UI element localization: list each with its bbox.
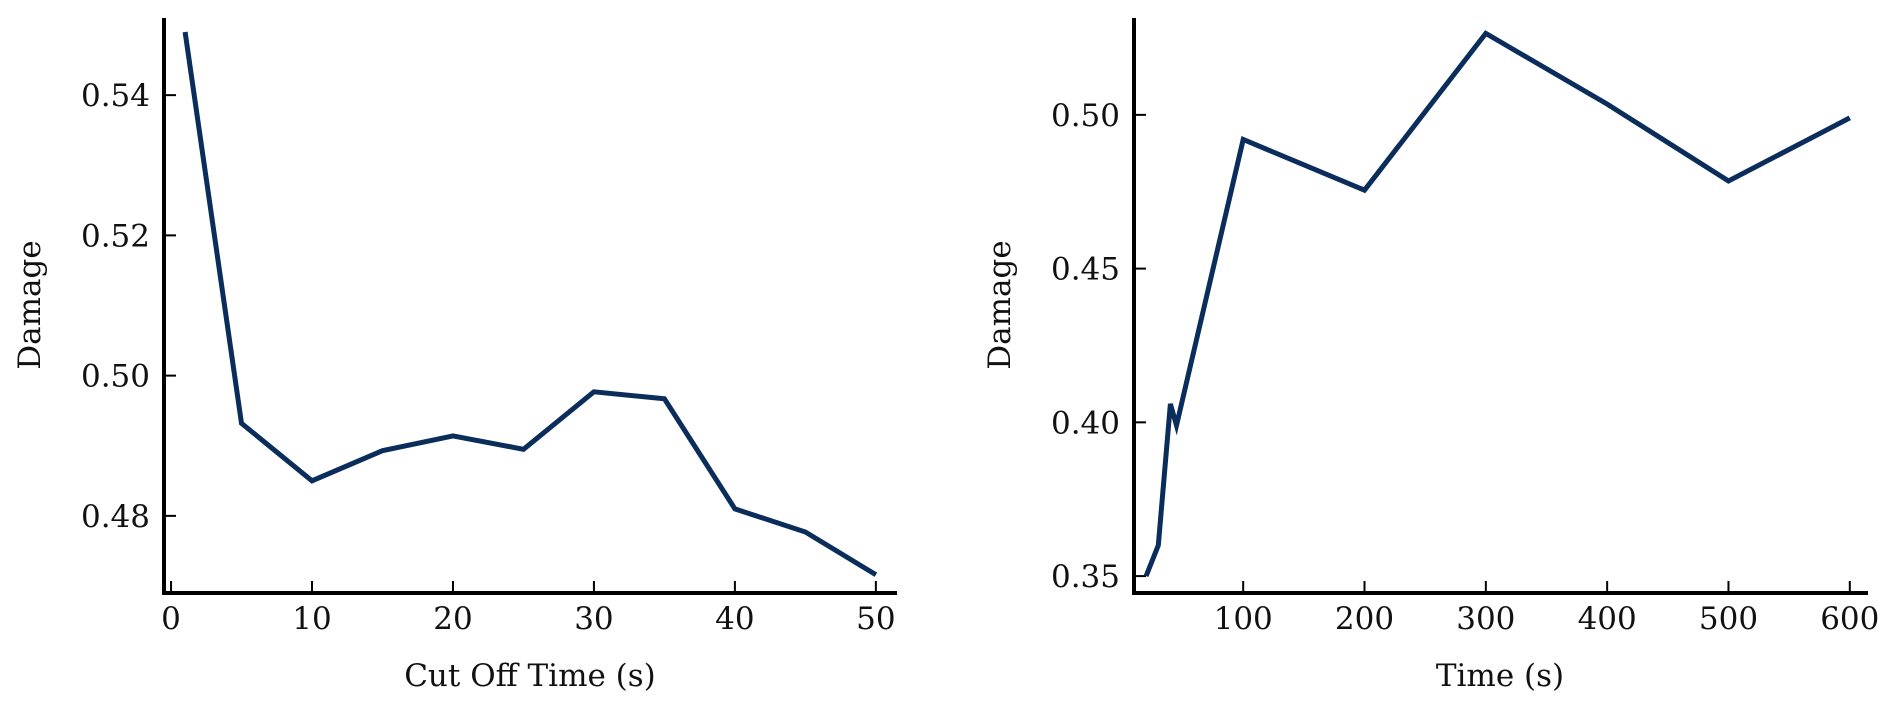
y-tick-label: 0.40: [1051, 405, 1120, 441]
x-tick-labels: 0 10 20 30 40 50: [161, 601, 895, 637]
x-tick-label: 50: [856, 601, 895, 637]
x-tick-label: 500: [1699, 601, 1758, 637]
y-axis-title: Damage: [982, 240, 1018, 369]
x-tick-label: 200: [1335, 601, 1394, 637]
x-tick-label: 40: [715, 601, 754, 637]
x-tick-label: 30: [574, 601, 613, 637]
x-tick-label: 300: [1456, 601, 1515, 637]
y-tick-label: 0.50: [81, 359, 150, 395]
chart-time-damage: 100 200 300 400 500 600 0.35 0.40 0.45 0.50 Time…: [982, 18, 1879, 694]
x-tick-label: 400: [1578, 601, 1637, 637]
x-tick-label: 0: [161, 601, 181, 637]
x-axis-title: Cut Off Time (s): [404, 658, 656, 694]
x-tick-label: 20: [433, 601, 472, 637]
chart-cutoff-damage: 0 10 20 30 40 50 0.48 0.50 0.52 0.54 Cut Off Tim…: [12, 18, 897, 694]
tick-marks: [164, 94, 877, 593]
y-tick-label: 0.48: [81, 499, 150, 535]
y-tick-labels: 0.35 0.40 0.45 0.50: [1051, 98, 1120, 595]
x-tick-labels: 100 200 300 400 500 600: [1214, 601, 1880, 637]
tick-marks: [1134, 113, 1851, 593]
series-line: [182, 31, 878, 577]
x-axis-title: Time (s): [1436, 658, 1564, 694]
series-line: [1143, 30, 1851, 578]
y-axis-title: Damage: [12, 240, 48, 369]
y-tick-label: 0.54: [81, 78, 150, 114]
y-tick-label: 0.35: [1051, 559, 1120, 595]
x-tick-label: 10: [292, 601, 331, 637]
y-tick-label: 0.52: [81, 218, 150, 254]
y-tick-label: 0.50: [1051, 98, 1120, 134]
x-tick-label: 100: [1214, 601, 1273, 637]
y-tick-labels: 0.48 0.50 0.52 0.54: [81, 78, 150, 535]
x-tick-label: 600: [1820, 601, 1879, 637]
y-tick-label: 0.45: [1051, 252, 1120, 288]
